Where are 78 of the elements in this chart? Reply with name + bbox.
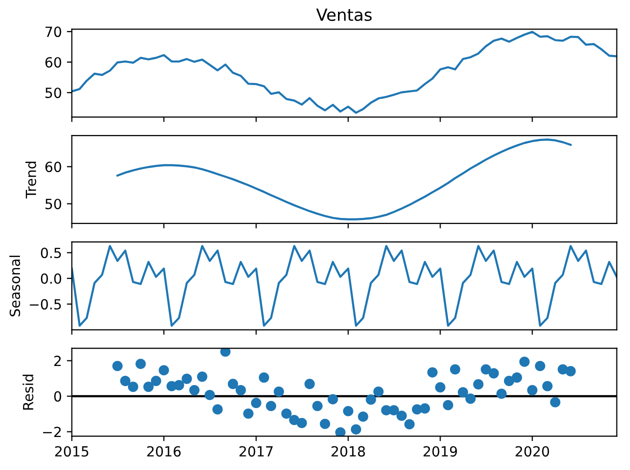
point	[158, 365, 170, 376]
point	[150, 376, 162, 386]
y-tick-label: 70	[46, 26, 62, 38]
point	[112, 360, 123, 372]
point	[274, 386, 284, 397]
line-series	[72, 244, 617, 327]
point	[550, 397, 560, 408]
y-axis-title: Trend	[25, 162, 36, 198]
point	[266, 400, 276, 412]
point	[496, 388, 507, 399]
x-tick-label: 2016	[147, 446, 181, 457]
point	[420, 403, 430, 414]
point	[404, 419, 415, 430]
y-tick-label: 50	[45, 198, 62, 210]
point	[388, 405, 399, 416]
y-tick-label: 50	[45, 88, 62, 98]
point	[373, 386, 384, 397]
point	[243, 408, 254, 419]
y-tick-label: 60	[45, 57, 62, 68]
point	[435, 382, 446, 392]
point	[228, 378, 238, 390]
point	[450, 364, 460, 375]
point	[174, 380, 184, 390]
y-tick-label: −0.5	[30, 299, 61, 310]
x-tick-label: 2015	[55, 446, 88, 457]
x-tick-label: 2020	[516, 446, 550, 457]
point	[366, 394, 376, 405]
point	[534, 360, 546, 372]
point	[565, 366, 576, 376]
point	[236, 385, 246, 396]
point	[296, 418, 307, 428]
point	[328, 394, 338, 404]
y-tick-label: 60	[45, 162, 62, 172]
y-axis-title: Resid	[22, 374, 34, 410]
point	[212, 404, 223, 414]
point	[335, 427, 346, 436]
point	[258, 372, 270, 383]
y-tick-label: 0.0	[40, 273, 62, 284]
point	[465, 394, 476, 404]
point	[542, 380, 553, 392]
chart-title: Ventas	[316, 8, 372, 22]
point	[182, 374, 192, 384]
point	[527, 385, 538, 396]
point	[396, 410, 407, 421]
y-tick-label: 2	[54, 356, 61, 366]
point	[519, 356, 530, 367]
point	[143, 382, 154, 392]
point	[358, 411, 368, 422]
point	[442, 400, 454, 410]
point	[281, 408, 292, 419]
point	[312, 400, 323, 412]
point	[128, 382, 138, 392]
point	[320, 418, 330, 430]
y-tick-label: 0	[54, 391, 62, 402]
point	[480, 364, 492, 375]
line-series	[116, 138, 572, 220]
y-tick-label: 0.5	[40, 248, 61, 258]
point	[504, 376, 514, 386]
point	[120, 376, 130, 386]
point	[220, 348, 231, 357]
point	[350, 424, 362, 435]
point	[512, 372, 522, 383]
point	[251, 398, 262, 408]
point	[136, 358, 146, 370]
point	[473, 379, 484, 390]
point	[197, 372, 208, 382]
point	[458, 387, 468, 398]
y-tick-label: −2	[43, 426, 61, 437]
x-tick-label: 2018	[332, 446, 365, 457]
point	[427, 367, 438, 378]
point	[304, 378, 315, 390]
x-tick-label: 2019	[424, 446, 457, 457]
x-tick-label: 2017	[240, 446, 273, 457]
point	[488, 368, 499, 378]
point	[343, 406, 354, 416]
point	[189, 385, 200, 396]
y-axis-title: Seasonal	[9, 256, 20, 316]
point	[204, 390, 215, 400]
